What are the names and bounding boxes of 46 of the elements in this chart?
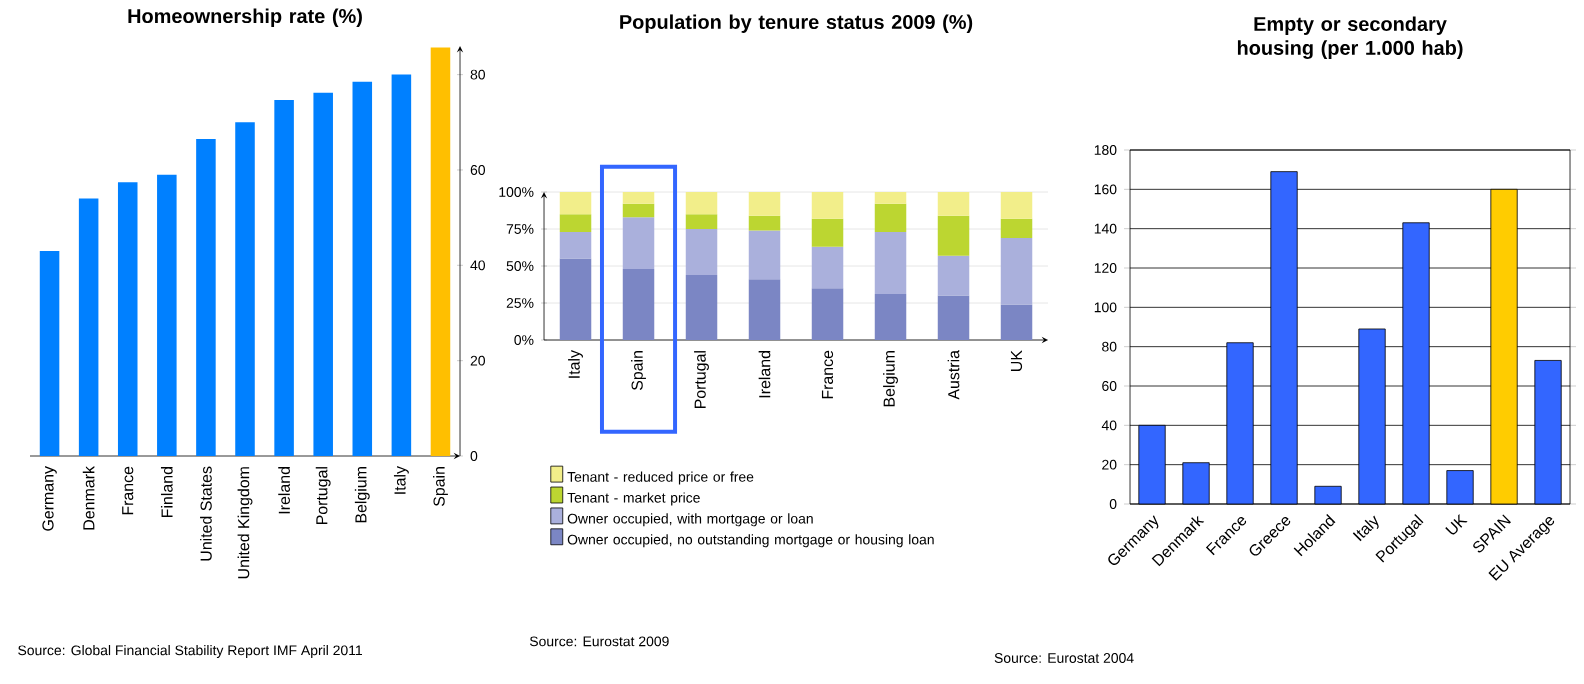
bar <box>874 231 907 295</box>
bar <box>559 214 592 232</box>
bar <box>391 74 412 456</box>
bar <box>196 138 216 456</box>
bar <box>685 192 718 215</box>
bar <box>622 217 655 269</box>
bar <box>685 229 718 275</box>
bar <box>748 279 781 340</box>
bar <box>313 92 333 456</box>
bar <box>874 203 907 232</box>
bar <box>748 215 781 231</box>
bar <box>117 182 138 456</box>
bar <box>157 174 177 456</box>
bar <box>622 203 655 218</box>
bar <box>559 192 592 215</box>
bar <box>352 81 373 456</box>
bar <box>937 255 970 296</box>
bar <box>39 251 60 456</box>
bar <box>622 268 655 340</box>
bar <box>685 274 718 340</box>
bar <box>811 218 844 247</box>
bar <box>937 295 970 340</box>
bar <box>811 246 844 289</box>
bar <box>559 258 592 340</box>
bar <box>874 294 907 340</box>
bar <box>685 214 718 229</box>
chart-title: Population by tenure status 2009 (%) <box>620 14 973 33</box>
bar <box>235 122 255 456</box>
bar <box>274 99 294 456</box>
bar <box>430 47 451 456</box>
bar <box>748 230 781 280</box>
bar <box>811 288 844 340</box>
bar <box>937 192 970 216</box>
bar <box>811 192 844 219</box>
chart-title: Empty or secondary housing (per 1.000 hab) <box>1237 16 1463 59</box>
bar <box>1000 304 1033 340</box>
bar <box>1000 192 1033 219</box>
bar <box>874 192 907 204</box>
bar <box>748 192 781 216</box>
bar <box>622 192 655 204</box>
chart-title: Homeownership rate (%) <box>128 8 362 27</box>
bar <box>937 215 970 256</box>
bar <box>1000 218 1033 238</box>
bar <box>559 231 592 259</box>
bar <box>1000 237 1033 305</box>
bar <box>78 198 99 456</box>
